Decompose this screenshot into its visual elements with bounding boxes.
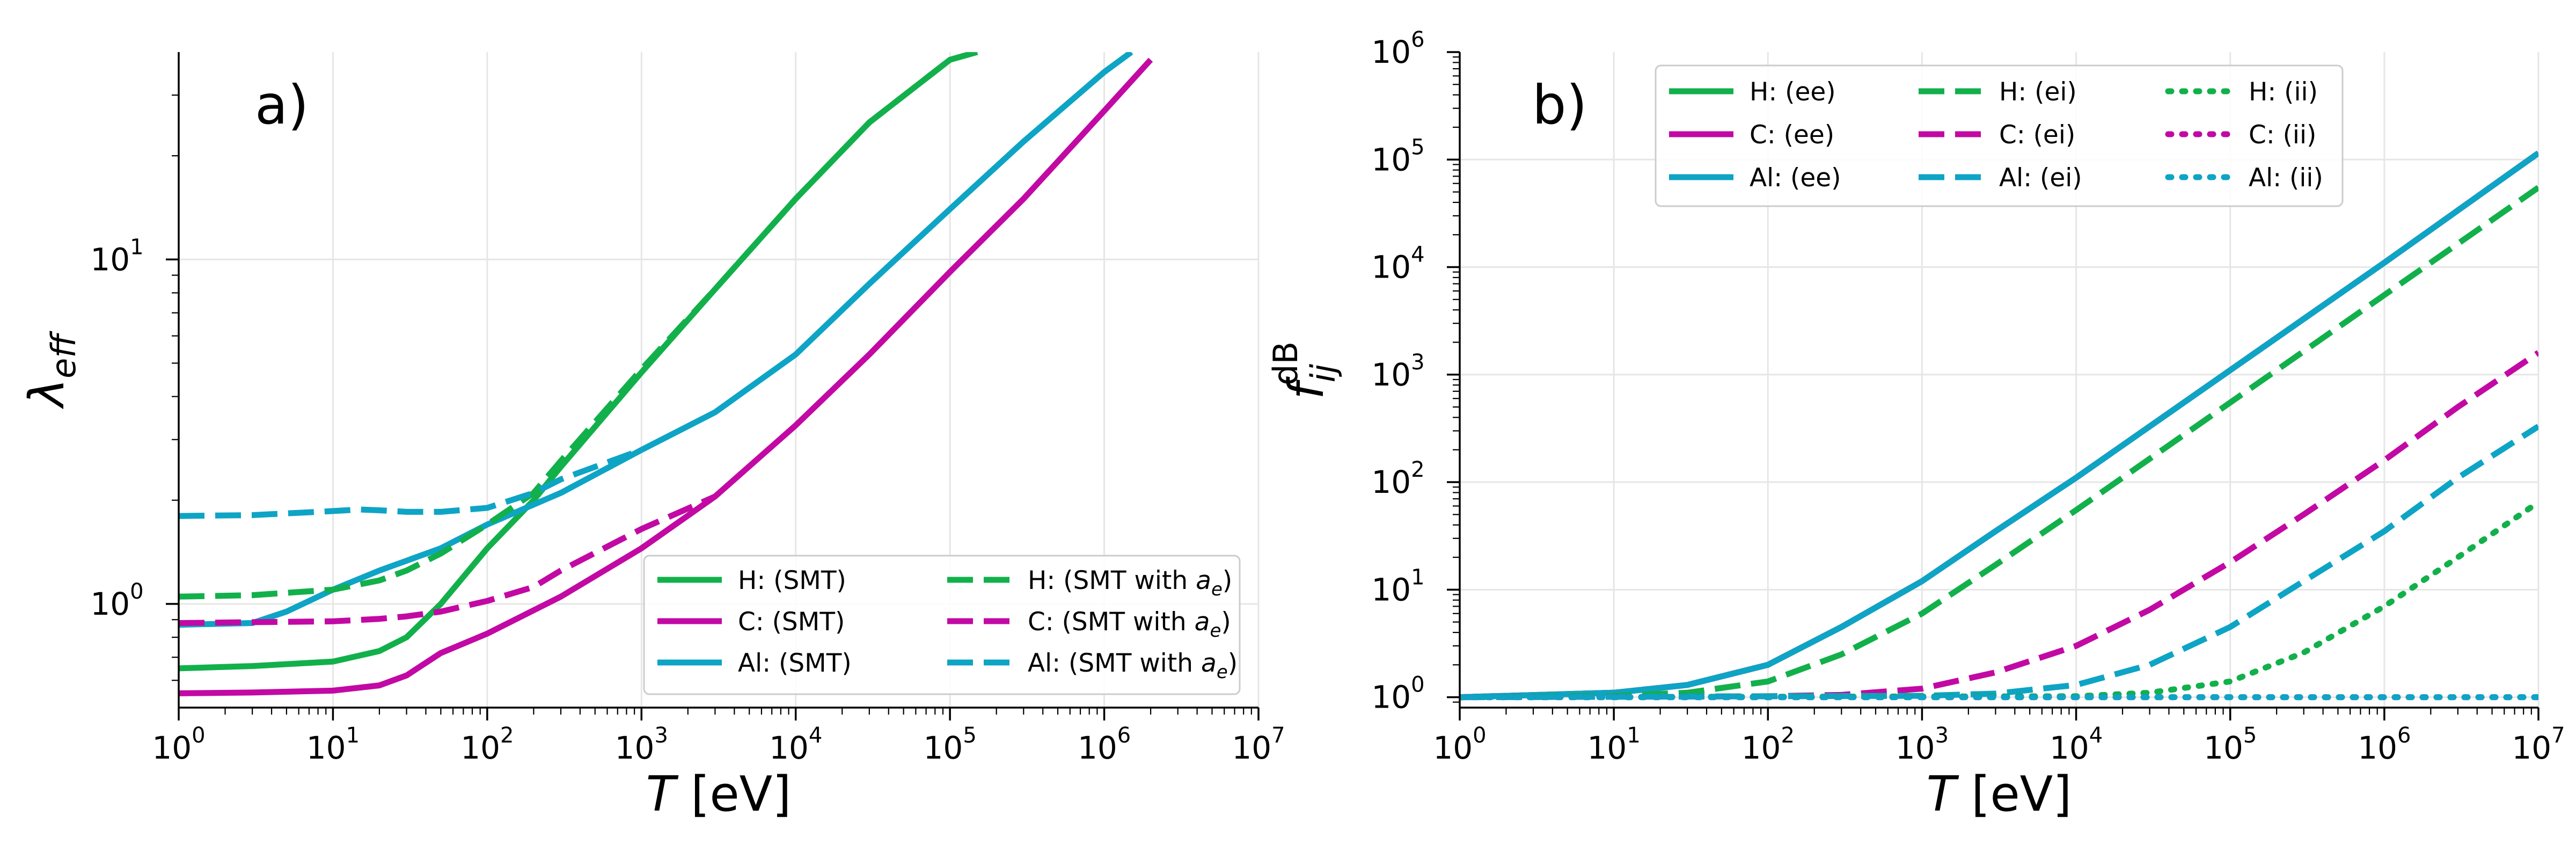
legend-label: C: (ei) xyxy=(1999,120,2075,150)
y-tick-label: 102 xyxy=(1371,457,1424,500)
series-line-c-ei- xyxy=(1460,350,2538,701)
legend-label: Al: (ii) xyxy=(2249,163,2323,193)
y-tick-label: 104 xyxy=(1371,243,1424,286)
series-line-c-ee- xyxy=(1460,150,2538,701)
legend-label: H: (SMT) xyxy=(738,566,846,595)
legend-label: H: (ei) xyxy=(1999,77,2077,107)
series-line-c-smt- xyxy=(179,57,1153,696)
y-tick-label: 101 xyxy=(1371,565,1424,608)
legend-label: C: (ee) xyxy=(1750,120,1834,150)
x-tick-label: 103 xyxy=(1896,723,1949,766)
x-tick-label: 105 xyxy=(2204,723,2257,766)
legend-label: H: (SMT with ae) xyxy=(1028,566,1232,600)
legend-box xyxy=(643,555,1241,695)
x-tick-label: 106 xyxy=(2358,723,2411,766)
panel-b: 100 101 102 103 104 105 106 107 100 101 102 103 104 1… xyxy=(1266,27,2565,822)
y-tick-label: 101 xyxy=(90,235,143,278)
panel-tag: a) xyxy=(255,74,309,136)
legend-label: Al: (SMT with ae) xyxy=(1028,649,1238,683)
y-axis-label: λeff xyxy=(19,331,83,409)
legend-label: C: (ii) xyxy=(2249,120,2316,150)
x-tick-label: 104 xyxy=(2050,723,2103,766)
x-tick-label: 105 xyxy=(924,723,977,766)
legend-label: C: (SMT) xyxy=(738,607,845,637)
x-tick-label: 104 xyxy=(769,723,822,766)
legend-label: Al: (SMT) xyxy=(738,649,852,678)
x-tick-label: 100 xyxy=(152,723,205,766)
legend-label: H: (ii) xyxy=(2249,77,2318,107)
series-line-al-smt- xyxy=(179,52,1133,628)
legend-label: Al: (ei) xyxy=(1999,163,2082,193)
legend-box xyxy=(1655,64,2344,207)
legend-label: Al: (ee) xyxy=(1750,163,1841,193)
series-line-h-smt-with-a-e- xyxy=(179,52,978,600)
series-line-h-ei- xyxy=(1460,185,2538,701)
y-tick-label: 100 xyxy=(90,579,143,622)
series-group xyxy=(179,52,1153,696)
x-tick-label: 102 xyxy=(460,723,514,766)
x-axis-label: T [eV] xyxy=(646,766,792,822)
panel-tag: b) xyxy=(1532,74,1587,136)
x-tick-label: 106 xyxy=(1078,723,1131,766)
series-line-al-smt-with-a-e- xyxy=(179,447,643,519)
series-line-c-smt-with-a-e- xyxy=(179,493,716,626)
legend-label: H: (ee) xyxy=(1750,77,1836,107)
y-tick-label: 100 xyxy=(1371,673,1424,716)
series-line-al-ee- xyxy=(1460,150,2538,701)
x-tick-label: 100 xyxy=(1433,723,1486,766)
y-axis-label: fijdB xyxy=(1266,341,1343,399)
x-tick-label: 102 xyxy=(1741,723,1795,766)
x-tick-label: 101 xyxy=(1587,723,1641,766)
x-tick-label: 107 xyxy=(1232,723,1285,766)
x-axis-label: T [eV] xyxy=(1927,766,2072,822)
series-line-al-ei- xyxy=(1460,424,2538,701)
series-line-h-ee- xyxy=(1460,150,2538,701)
y-tick-label: 106 xyxy=(1371,27,1424,70)
legend-label: C: (SMT with ae) xyxy=(1028,607,1231,642)
y-tick-label: 105 xyxy=(1371,135,1424,178)
x-tick-label: 101 xyxy=(306,723,360,766)
x-tick-label: 103 xyxy=(615,723,668,766)
x-tick-label: 107 xyxy=(2512,723,2565,766)
y-tick-label: 103 xyxy=(1371,350,1424,393)
panel-a: 100 101 102 103 104 105 106 107 100 101 T [eV] λeff… xyxy=(19,52,1285,822)
series-group xyxy=(1460,150,2538,701)
